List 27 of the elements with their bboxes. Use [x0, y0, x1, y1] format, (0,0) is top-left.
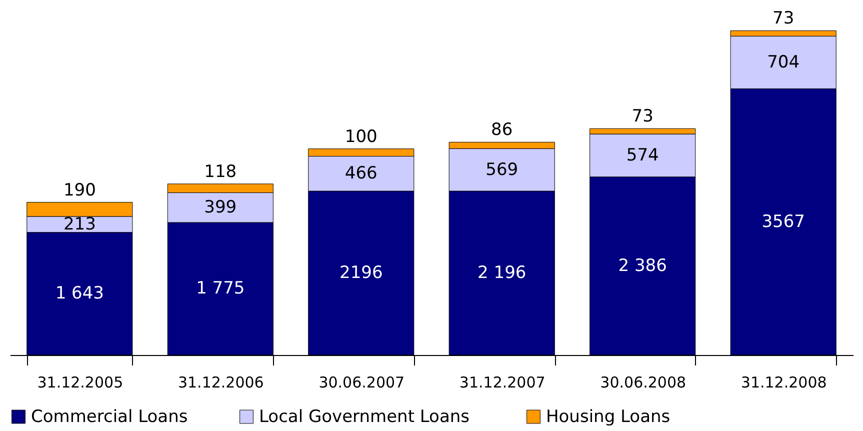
- data-label: 73: [632, 106, 654, 127]
- data-label: 190: [63, 180, 96, 200]
- data-label: 569: [486, 160, 518, 180]
- x-tick-label: 30.06.2008: [600, 374, 686, 392]
- data-label: 100: [344, 126, 378, 147]
- x-tick-label: 30.06.2007: [318, 374, 405, 392]
- data-label: 2 386: [618, 256, 667, 276]
- data-label: 466: [344, 164, 378, 184]
- legend-label: Housing Loans: [546, 406, 670, 427]
- x-tick-label: 31.12.2005: [37, 374, 124, 392]
- legend-label: Local Government Loans: [259, 406, 470, 427]
- data-label: 213: [63, 214, 96, 234]
- x-tick-label: 31.12.2008: [740, 374, 827, 392]
- data-label: 3567: [762, 212, 805, 232]
- x-tick-label: 31.12.2006: [178, 374, 264, 392]
- legend-label: Commercial Loans: [31, 406, 188, 427]
- data-label: 118: [204, 162, 237, 182]
- data-label: 2196: [340, 263, 383, 284]
- data-label: 73: [772, 8, 794, 29]
- data-label: 2 196: [478, 263, 526, 284]
- data-label: 1 775: [196, 278, 245, 299]
- data-label: 704: [767, 52, 800, 72]
- data-label: 86: [491, 120, 513, 140]
- data-label: 1 643: [55, 284, 104, 304]
- x-tick-label: 31.12.2007: [459, 374, 546, 392]
- data-label: 574: [626, 145, 659, 166]
- data-label: 399: [204, 198, 237, 218]
